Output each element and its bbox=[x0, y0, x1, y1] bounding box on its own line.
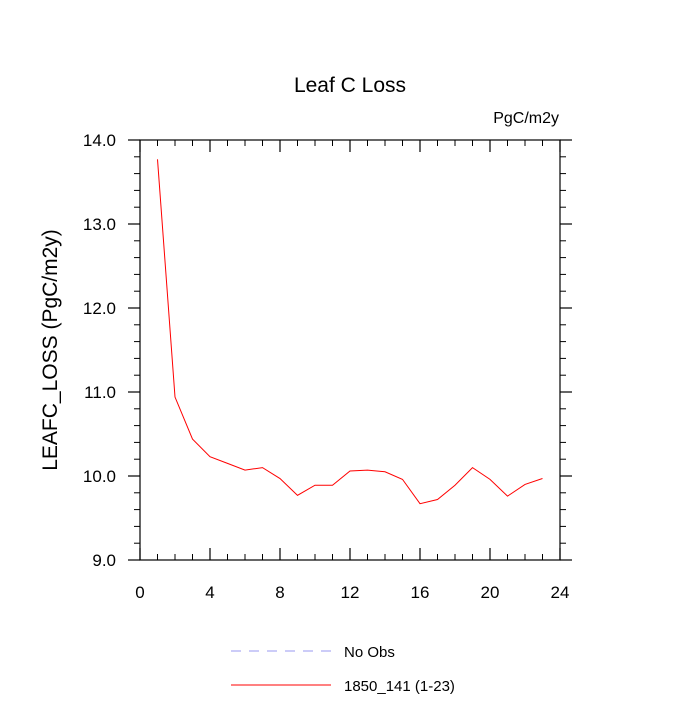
data-point bbox=[279, 478, 280, 479]
data-point bbox=[472, 467, 473, 468]
y-tick-label: 12.0 bbox=[83, 299, 116, 318]
x-tick-label: 16 bbox=[411, 583, 430, 602]
data-point bbox=[367, 470, 368, 471]
data-point bbox=[244, 470, 245, 471]
x-tick-label: 20 bbox=[481, 583, 500, 602]
data-point bbox=[542, 478, 543, 479]
data-point bbox=[227, 463, 228, 464]
data-point bbox=[192, 438, 193, 439]
tick-labels: 0 4 8 12 16 20 24 9.0 10.0 11.0 12.0 13.0 14.0 bbox=[83, 131, 570, 602]
y-axis-title: LEAFC_LOSS (PgC/m2y) bbox=[39, 229, 62, 471]
data-point bbox=[157, 159, 158, 160]
data-point bbox=[402, 479, 403, 480]
series-line bbox=[157, 159, 543, 505]
y-tick-label: 13.0 bbox=[83, 215, 116, 234]
y-tick-label: 9.0 bbox=[92, 551, 116, 570]
data-point bbox=[507, 496, 508, 497]
units-label: PgC/m2y bbox=[493, 110, 559, 127]
legend-label-no-obs: No Obs bbox=[344, 644, 395, 661]
data-point bbox=[297, 495, 298, 496]
plot-frame bbox=[139, 139, 561, 561]
y-tick-label: 14.0 bbox=[83, 131, 116, 150]
data-point bbox=[384, 471, 385, 472]
legend-label-series: 1850_141 (1-23) bbox=[344, 678, 455, 695]
data-point bbox=[454, 485, 455, 486]
x-tick-label: 24 bbox=[551, 583, 570, 602]
x-tick-label: 0 bbox=[135, 583, 144, 602]
series-layer bbox=[157, 159, 543, 505]
data-point bbox=[209, 456, 210, 457]
data-point bbox=[524, 484, 525, 485]
y-tick-label: 10.0 bbox=[83, 467, 116, 486]
x-tick-label: 12 bbox=[341, 583, 360, 602]
data-point bbox=[489, 479, 490, 480]
data-point bbox=[437, 499, 438, 500]
x-tick-label: 4 bbox=[205, 583, 214, 602]
data-point bbox=[349, 470, 350, 471]
data-point bbox=[314, 485, 315, 486]
legend: No Obs 1850_141 (1-23) bbox=[231, 644, 455, 695]
chart-title: Leaf C Loss bbox=[294, 74, 406, 97]
x-tick-label: 8 bbox=[275, 583, 284, 602]
data-point bbox=[332, 485, 333, 486]
data-point bbox=[262, 467, 263, 468]
axis-ticks bbox=[128, 139, 572, 561]
data-point bbox=[419, 503, 420, 504]
data-point bbox=[174, 396, 175, 397]
y-tick-label: 11.0 bbox=[84, 383, 116, 402]
